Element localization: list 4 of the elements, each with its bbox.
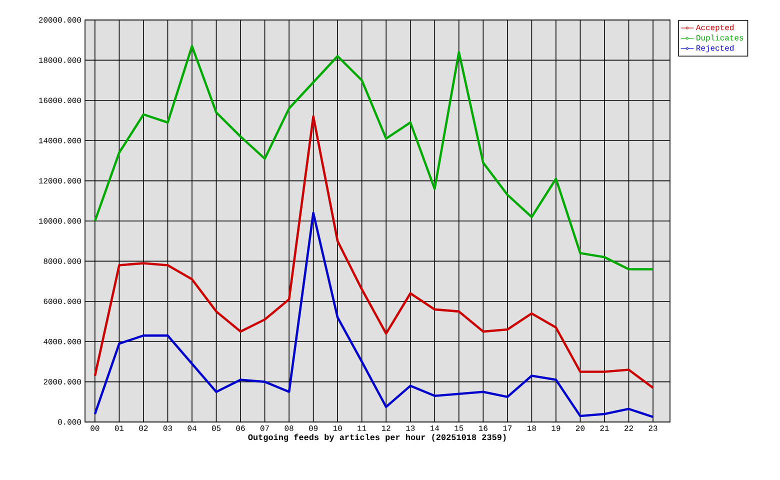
line-series	[94, 44, 654, 270]
line-series	[94, 115, 654, 389]
line-series	[94, 212, 654, 418]
x-axis-title: Outgoing feeds by articles per hour (20251018 2359)	[248, 434, 506, 442]
